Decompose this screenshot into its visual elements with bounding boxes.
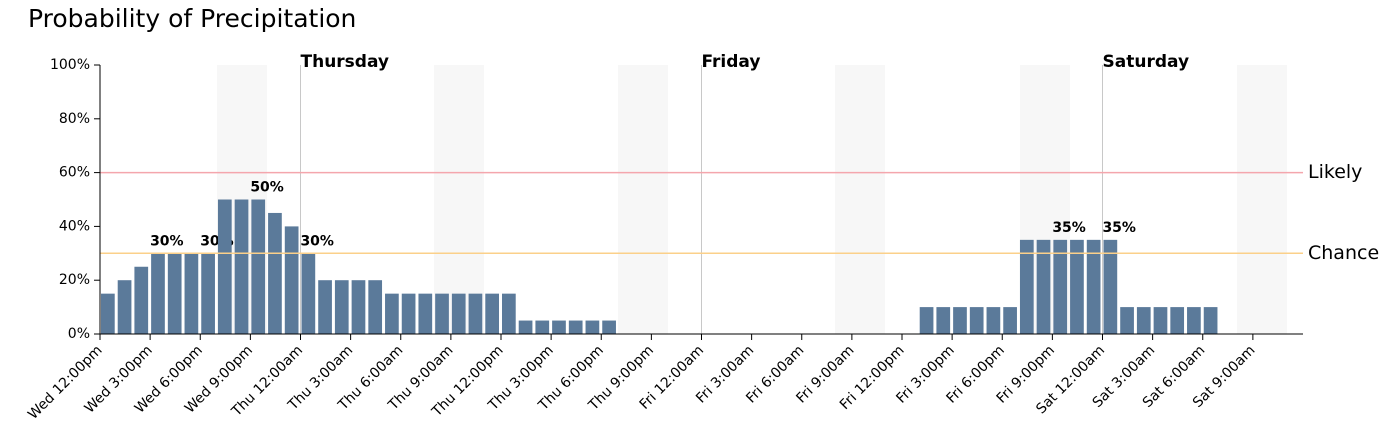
bar bbox=[351, 280, 366, 334]
bar bbox=[602, 320, 616, 334]
bar bbox=[318, 280, 332, 334]
bar bbox=[284, 226, 299, 334]
bar bbox=[401, 293, 416, 334]
bar bbox=[1036, 239, 1051, 334]
bar bbox=[435, 293, 449, 334]
bar bbox=[936, 307, 951, 334]
bar bbox=[1170, 307, 1185, 334]
y-tick-label: 80% bbox=[59, 111, 90, 127]
bar bbox=[1103, 239, 1118, 334]
bar bbox=[535, 320, 550, 334]
bar bbox=[368, 280, 383, 334]
bar bbox=[1203, 307, 1218, 334]
bar bbox=[568, 320, 583, 334]
bar bbox=[451, 293, 466, 334]
bar bbox=[217, 199, 232, 334]
y-tick-label: 100% bbox=[50, 57, 90, 73]
bar bbox=[986, 307, 1001, 334]
chart-title: Probability of Precipitation bbox=[28, 4, 356, 33]
bar bbox=[552, 320, 566, 334]
bar bbox=[1086, 239, 1101, 334]
shade-band bbox=[1237, 65, 1287, 334]
bar bbox=[485, 293, 499, 334]
bar bbox=[117, 280, 132, 334]
shade-band bbox=[434, 65, 484, 334]
shade-band bbox=[618, 65, 668, 334]
value-label: 35% bbox=[1052, 220, 1086, 236]
bar bbox=[1019, 239, 1034, 334]
value-label: 50% bbox=[250, 180, 284, 196]
bar bbox=[418, 293, 433, 334]
bar bbox=[1120, 307, 1134, 334]
bar bbox=[167, 253, 182, 334]
bar bbox=[1187, 307, 1201, 334]
day-label: Thursday bbox=[301, 52, 390, 72]
bar bbox=[1153, 307, 1168, 334]
bar bbox=[502, 293, 516, 334]
bar bbox=[385, 293, 399, 334]
bar bbox=[1070, 239, 1084, 334]
bar bbox=[101, 293, 115, 334]
bar bbox=[134, 266, 149, 334]
bar bbox=[1136, 307, 1151, 334]
bar bbox=[234, 199, 249, 334]
bar bbox=[251, 199, 266, 334]
day-label: Friday bbox=[702, 52, 761, 72]
bar bbox=[301, 253, 316, 334]
y-tick-label: 60% bbox=[59, 165, 90, 181]
threshold-label: Likely bbox=[1308, 161, 1362, 183]
bar bbox=[201, 253, 215, 334]
value-label: 30% bbox=[150, 233, 184, 249]
bar bbox=[184, 253, 199, 334]
bar bbox=[268, 212, 282, 334]
bar bbox=[151, 253, 165, 334]
bar bbox=[953, 307, 967, 334]
bar bbox=[969, 307, 984, 334]
value-label: 35% bbox=[1102, 220, 1136, 236]
bar bbox=[518, 320, 533, 334]
bar bbox=[1053, 239, 1068, 334]
bar bbox=[334, 280, 349, 334]
y-tick-label: 0% bbox=[68, 326, 90, 342]
threshold-label: Chance bbox=[1308, 242, 1379, 264]
bar bbox=[585, 320, 600, 334]
y-tick-label: 40% bbox=[59, 218, 90, 234]
day-label: Saturday bbox=[1103, 52, 1190, 72]
bar bbox=[1003, 307, 1017, 334]
shade-band bbox=[835, 65, 885, 334]
bar bbox=[468, 293, 483, 334]
y-tick-label: 20% bbox=[59, 272, 90, 288]
value-label: 30% bbox=[300, 233, 334, 249]
bar bbox=[919, 307, 934, 334]
